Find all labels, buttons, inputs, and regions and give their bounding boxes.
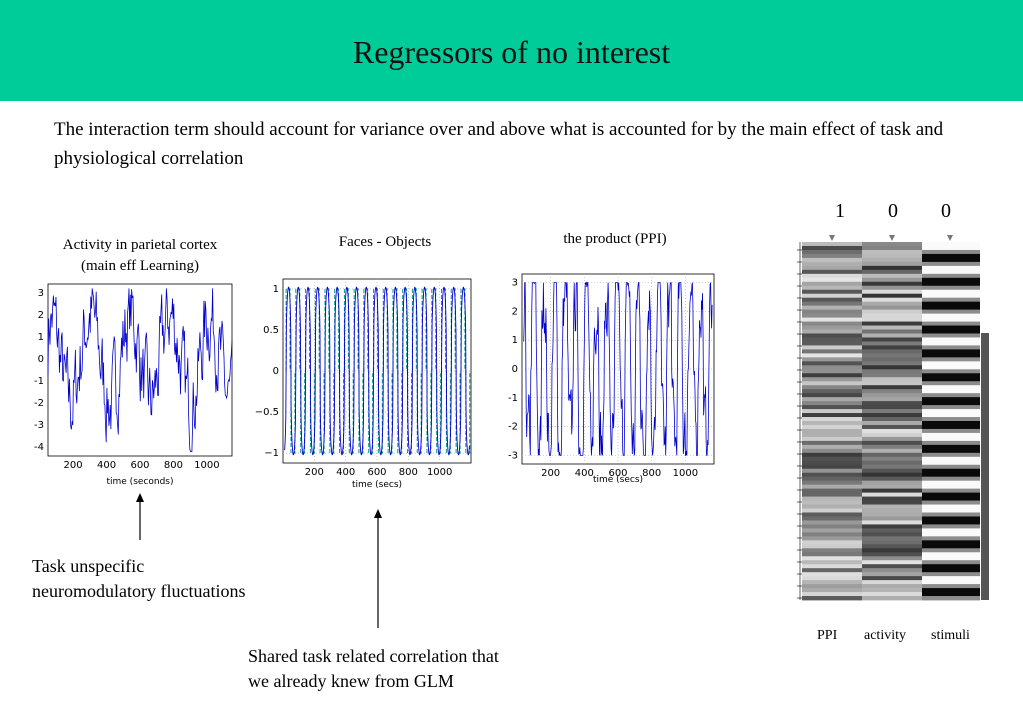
plot1-xtick: 1000 (194, 460, 219, 471)
note-left-line1: Task unspecific (32, 556, 145, 576)
plot2-xtick: 800 (399, 467, 418, 478)
plot1-ytick: -1 (34, 376, 44, 387)
plot1-caption: Activity in parietal cortex (main eff Le… (30, 235, 250, 277)
plot2-xtick: 200 (305, 467, 324, 478)
plot2-ytick: 0.5 (263, 325, 279, 336)
note-left-line2: neuromodulatory fluctuations (32, 581, 246, 601)
plot2-xlabel: time (secs) (352, 480, 402, 490)
plot3-ppi-product: 3 2 1 0 -1 -2 -3 200 400 600 800 1000 time (secs) (508, 273, 715, 485)
plot1-xlabel: time (seconds) (106, 477, 173, 487)
column-marker (947, 235, 953, 241)
contrast-weight-ppi: 1 (835, 200, 845, 222)
plot3-ytick: 1 (512, 335, 518, 346)
plot3-y-ticks: 3 2 1 0 -1 -2 -3 (508, 278, 518, 462)
plot3-xtick: 600 (608, 468, 627, 479)
note-center-line2: we already knew from GLM (248, 671, 454, 691)
design-matrix-column-markers (829, 235, 953, 241)
plot1-signal-line (47, 288, 233, 452)
plot1-caption-line2: (main eff Learning) (80, 258, 199, 274)
plot3-ytick: -1 (508, 393, 518, 404)
plot2-ytick: −0.5 (255, 407, 279, 418)
design-matrix (797, 235, 989, 601)
design-matrix-shadow (981, 333, 989, 600)
plot3-ytick: 0 (512, 364, 518, 375)
plot3-x-ticks: 200 400 600 800 1000 (541, 468, 698, 479)
plot1-ytick: 2 (38, 310, 44, 321)
plot3-xtick: 200 (541, 468, 560, 479)
plot3-xlabel: time (secs) (593, 475, 643, 485)
plot3-signal-line (523, 281, 713, 456)
plot3-ytick: -2 (508, 422, 518, 433)
plot2-xtick: 400 (336, 467, 355, 478)
plot2-ytick: 1 (273, 284, 279, 295)
contrast-weight-stimuli: 0 (941, 200, 951, 222)
plot1-parietal-activity: 3 2 1 0 -1 -2 -3 -4 200 400 600 800 1000 time (seco… (34, 283, 233, 487)
plot1-ytick: 0 (38, 354, 44, 365)
plot1-ytick: 1 (38, 332, 44, 343)
plot2-convolved-line (284, 286, 470, 456)
note-center-line1: Shared task related correlation that (248, 646, 499, 666)
plot2-x-ticks: 200 400 600 800 1000 (305, 467, 453, 478)
column-label-stimuli: stimuli (931, 628, 970, 643)
column-marker (829, 235, 835, 241)
arrow-to-plot2 (374, 509, 382, 628)
plot3-ytick: 3 (512, 278, 518, 289)
plot1-ytick: 3 (38, 288, 44, 299)
intro-text: The interaction term should account for … (54, 119, 944, 169)
plot2-caption: Faces - Objects (338, 234, 432, 250)
plot2-y-ticks: 1 0.5 0 −0.5 −1 (255, 284, 279, 459)
title-banner: Regressors of no interest (0, 0, 1023, 101)
contrast-weight-activity: 0 (888, 200, 898, 222)
plot1-xtick: 800 (164, 460, 183, 471)
plot1-ytick: -4 (34, 442, 44, 453)
plot1-x-ticks: 200 400 600 800 1000 (64, 460, 220, 471)
column-label-activity: activity (864, 628, 906, 643)
column-marker (889, 235, 895, 241)
arrow-to-plot1 (136, 493, 144, 540)
plot3-ytick: -3 (508, 450, 518, 461)
column-label-ppi: PPI (817, 628, 838, 643)
note-shared-task: Shared task related correlation that we … (248, 644, 588, 694)
plot1-xtick: 200 (64, 460, 83, 471)
plot1-ytick: -2 (34, 398, 44, 409)
plot3-xtick: 1000 (673, 468, 698, 479)
design-matrix-columns (802, 242, 980, 601)
plot2-ytick: 0 (273, 366, 279, 377)
plot1-xtick: 600 (130, 460, 149, 471)
plot3-xtick: 800 (642, 468, 661, 479)
note-task-unspecific: Task unspecific neuromodulatory fluctuat… (32, 554, 332, 604)
plot3-xtick: 400 (575, 468, 594, 479)
plot2-faces-objects: 1 0.5 0 −0.5 −1 200 400 600 800 1000 time (secs) (255, 278, 472, 490)
plot1-ytick: -3 (34, 420, 44, 431)
plot1-xtick: 400 (97, 460, 116, 471)
plot3-ytick: 2 (512, 306, 518, 317)
plot2-ytick: −1 (264, 448, 279, 459)
plot2-xtick: 600 (367, 467, 386, 478)
page-title: Regressors of no interest (352, 34, 671, 70)
plot1-y-ticks: 3 2 1 0 -1 -2 -3 -4 (34, 288, 44, 453)
design-matrix-row-ticks (797, 249, 802, 599)
plot3-caption: the product (PPI) (563, 231, 667, 247)
plot2-xtick: 1000 (427, 467, 452, 478)
plot1-caption-line1: Activity in parietal cortex (62, 237, 218, 253)
